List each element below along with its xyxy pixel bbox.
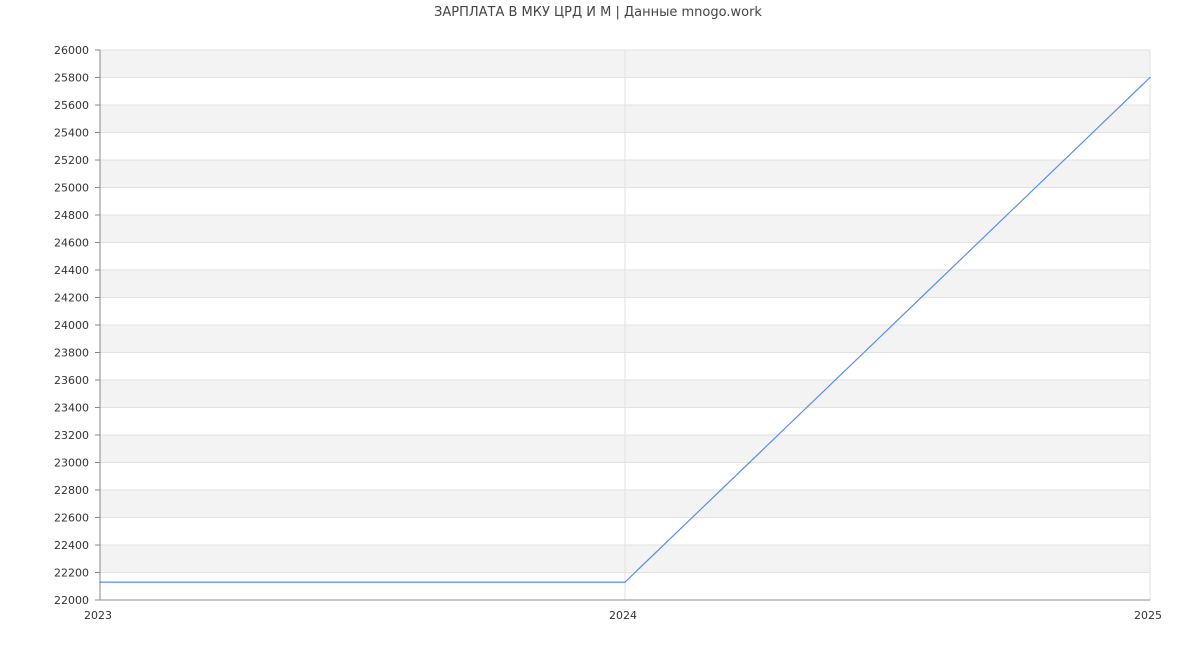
y-tick-label: 22000	[54, 594, 89, 607]
y-tick-label: 23000	[54, 457, 89, 470]
x-tick-label: 2023	[84, 609, 112, 622]
y-tick-label: 25800	[54, 72, 89, 85]
y-tick-label: 24200	[54, 292, 89, 305]
y-tick-label: 25600	[54, 99, 89, 112]
x-tick-label: 2025	[1134, 609, 1162, 622]
y-tick-label: 22800	[54, 484, 89, 497]
y-tick-label: 24800	[54, 209, 89, 222]
data-point	[99, 581, 101, 583]
y-tick-label: 22200	[54, 567, 89, 580]
data-point	[1149, 76, 1151, 79]
y-tick-label: 23800	[54, 347, 89, 360]
y-tick-label: 22400	[54, 539, 89, 552]
y-tick-label: 23600	[54, 374, 89, 387]
y-tick-label: 24000	[54, 319, 89, 332]
x-tick-label: 2024	[609, 609, 637, 622]
y-tick-label: 23200	[54, 429, 89, 442]
y-tick-label: 25400	[54, 127, 89, 140]
y-tick-label: 25200	[54, 154, 89, 167]
y-tick-label: 22600	[54, 512, 89, 525]
y-tick-label: 25000	[54, 182, 89, 195]
y-tick-label: 26000	[54, 44, 89, 57]
y-tick-label: 23400	[54, 402, 89, 415]
data-point	[624, 581, 626, 583]
y-tick-label: 24400	[54, 264, 89, 277]
y-tick-label: 24600	[54, 237, 89, 250]
chart-title: ЗАРПЛАТА В МКУ ЦРД И М | Данные mnogo.wo…	[434, 5, 762, 20]
